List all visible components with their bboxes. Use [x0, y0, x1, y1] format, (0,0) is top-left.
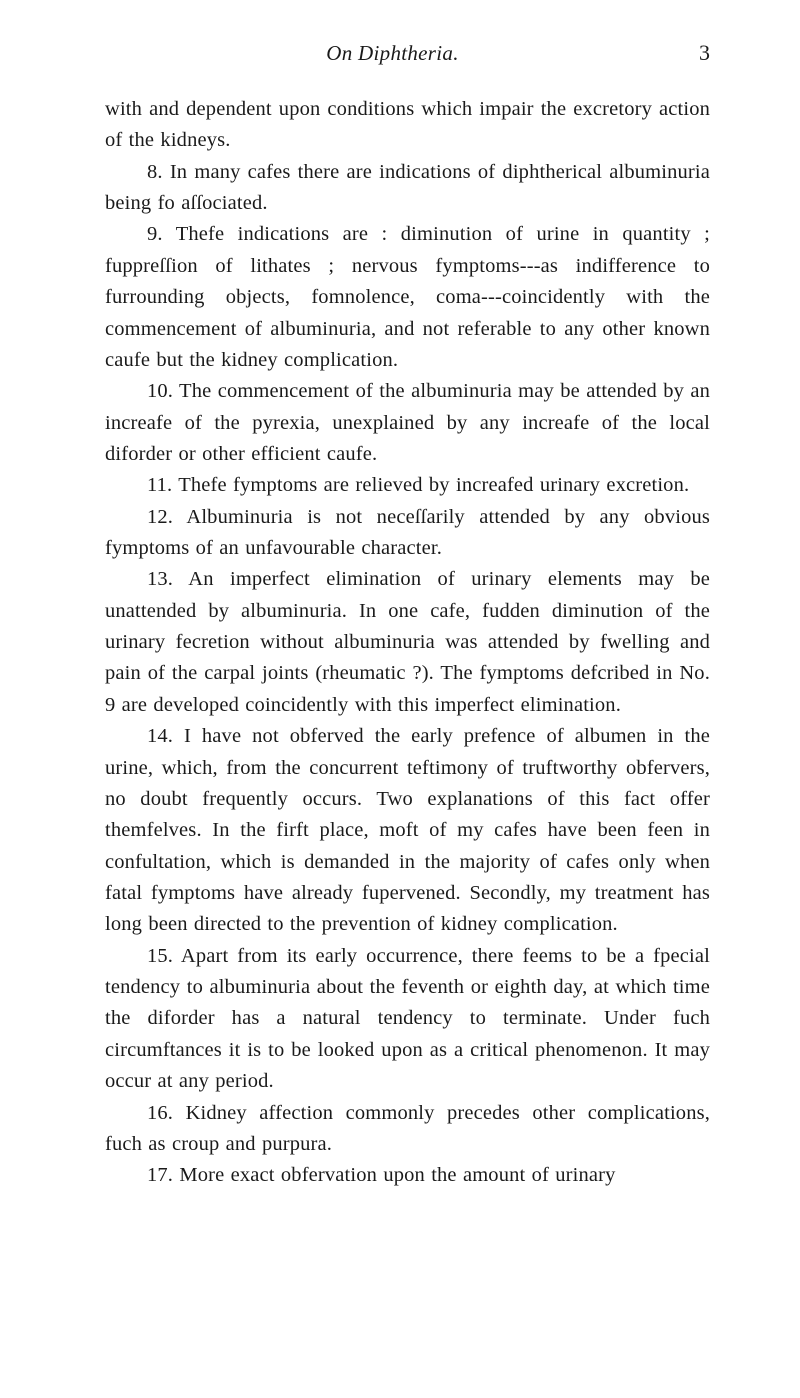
- paragraph: 8. In many cafes there are indications o…: [105, 157, 710, 220]
- paragraph: 12. Albuminuria is not neceſſarily atten…: [105, 502, 710, 565]
- running-header: On Diphtheria. 3: [105, 40, 710, 66]
- paragraph: 11. Thefe fymptoms are relieved by incre…: [105, 470, 710, 501]
- paragraph: 17. More exact obfervation upon the amou…: [105, 1160, 710, 1191]
- page-number: 3: [680, 40, 710, 66]
- paragraph: 13. An imperfect elimination of urinary …: [105, 564, 710, 721]
- page: On Diphtheria. 3 with and dependent upon…: [0, 0, 800, 1398]
- paragraph: 16. Kidney affection commonly precedes o…: [105, 1098, 710, 1161]
- paragraph: 15. Apart from its early occurrence, the…: [105, 941, 710, 1098]
- body-text: with and dependent upon conditions which…: [105, 94, 710, 1192]
- paragraph: 14. I have not obferved the early prefen…: [105, 721, 710, 941]
- paragraph: 9. Thefe indications are : diminution of…: [105, 219, 710, 376]
- paragraph: 10. The commencement of the albuminuria …: [105, 376, 710, 470]
- page-title: On Diphtheria.: [105, 41, 680, 66]
- paragraph: with and dependent upon conditions which…: [105, 94, 710, 157]
